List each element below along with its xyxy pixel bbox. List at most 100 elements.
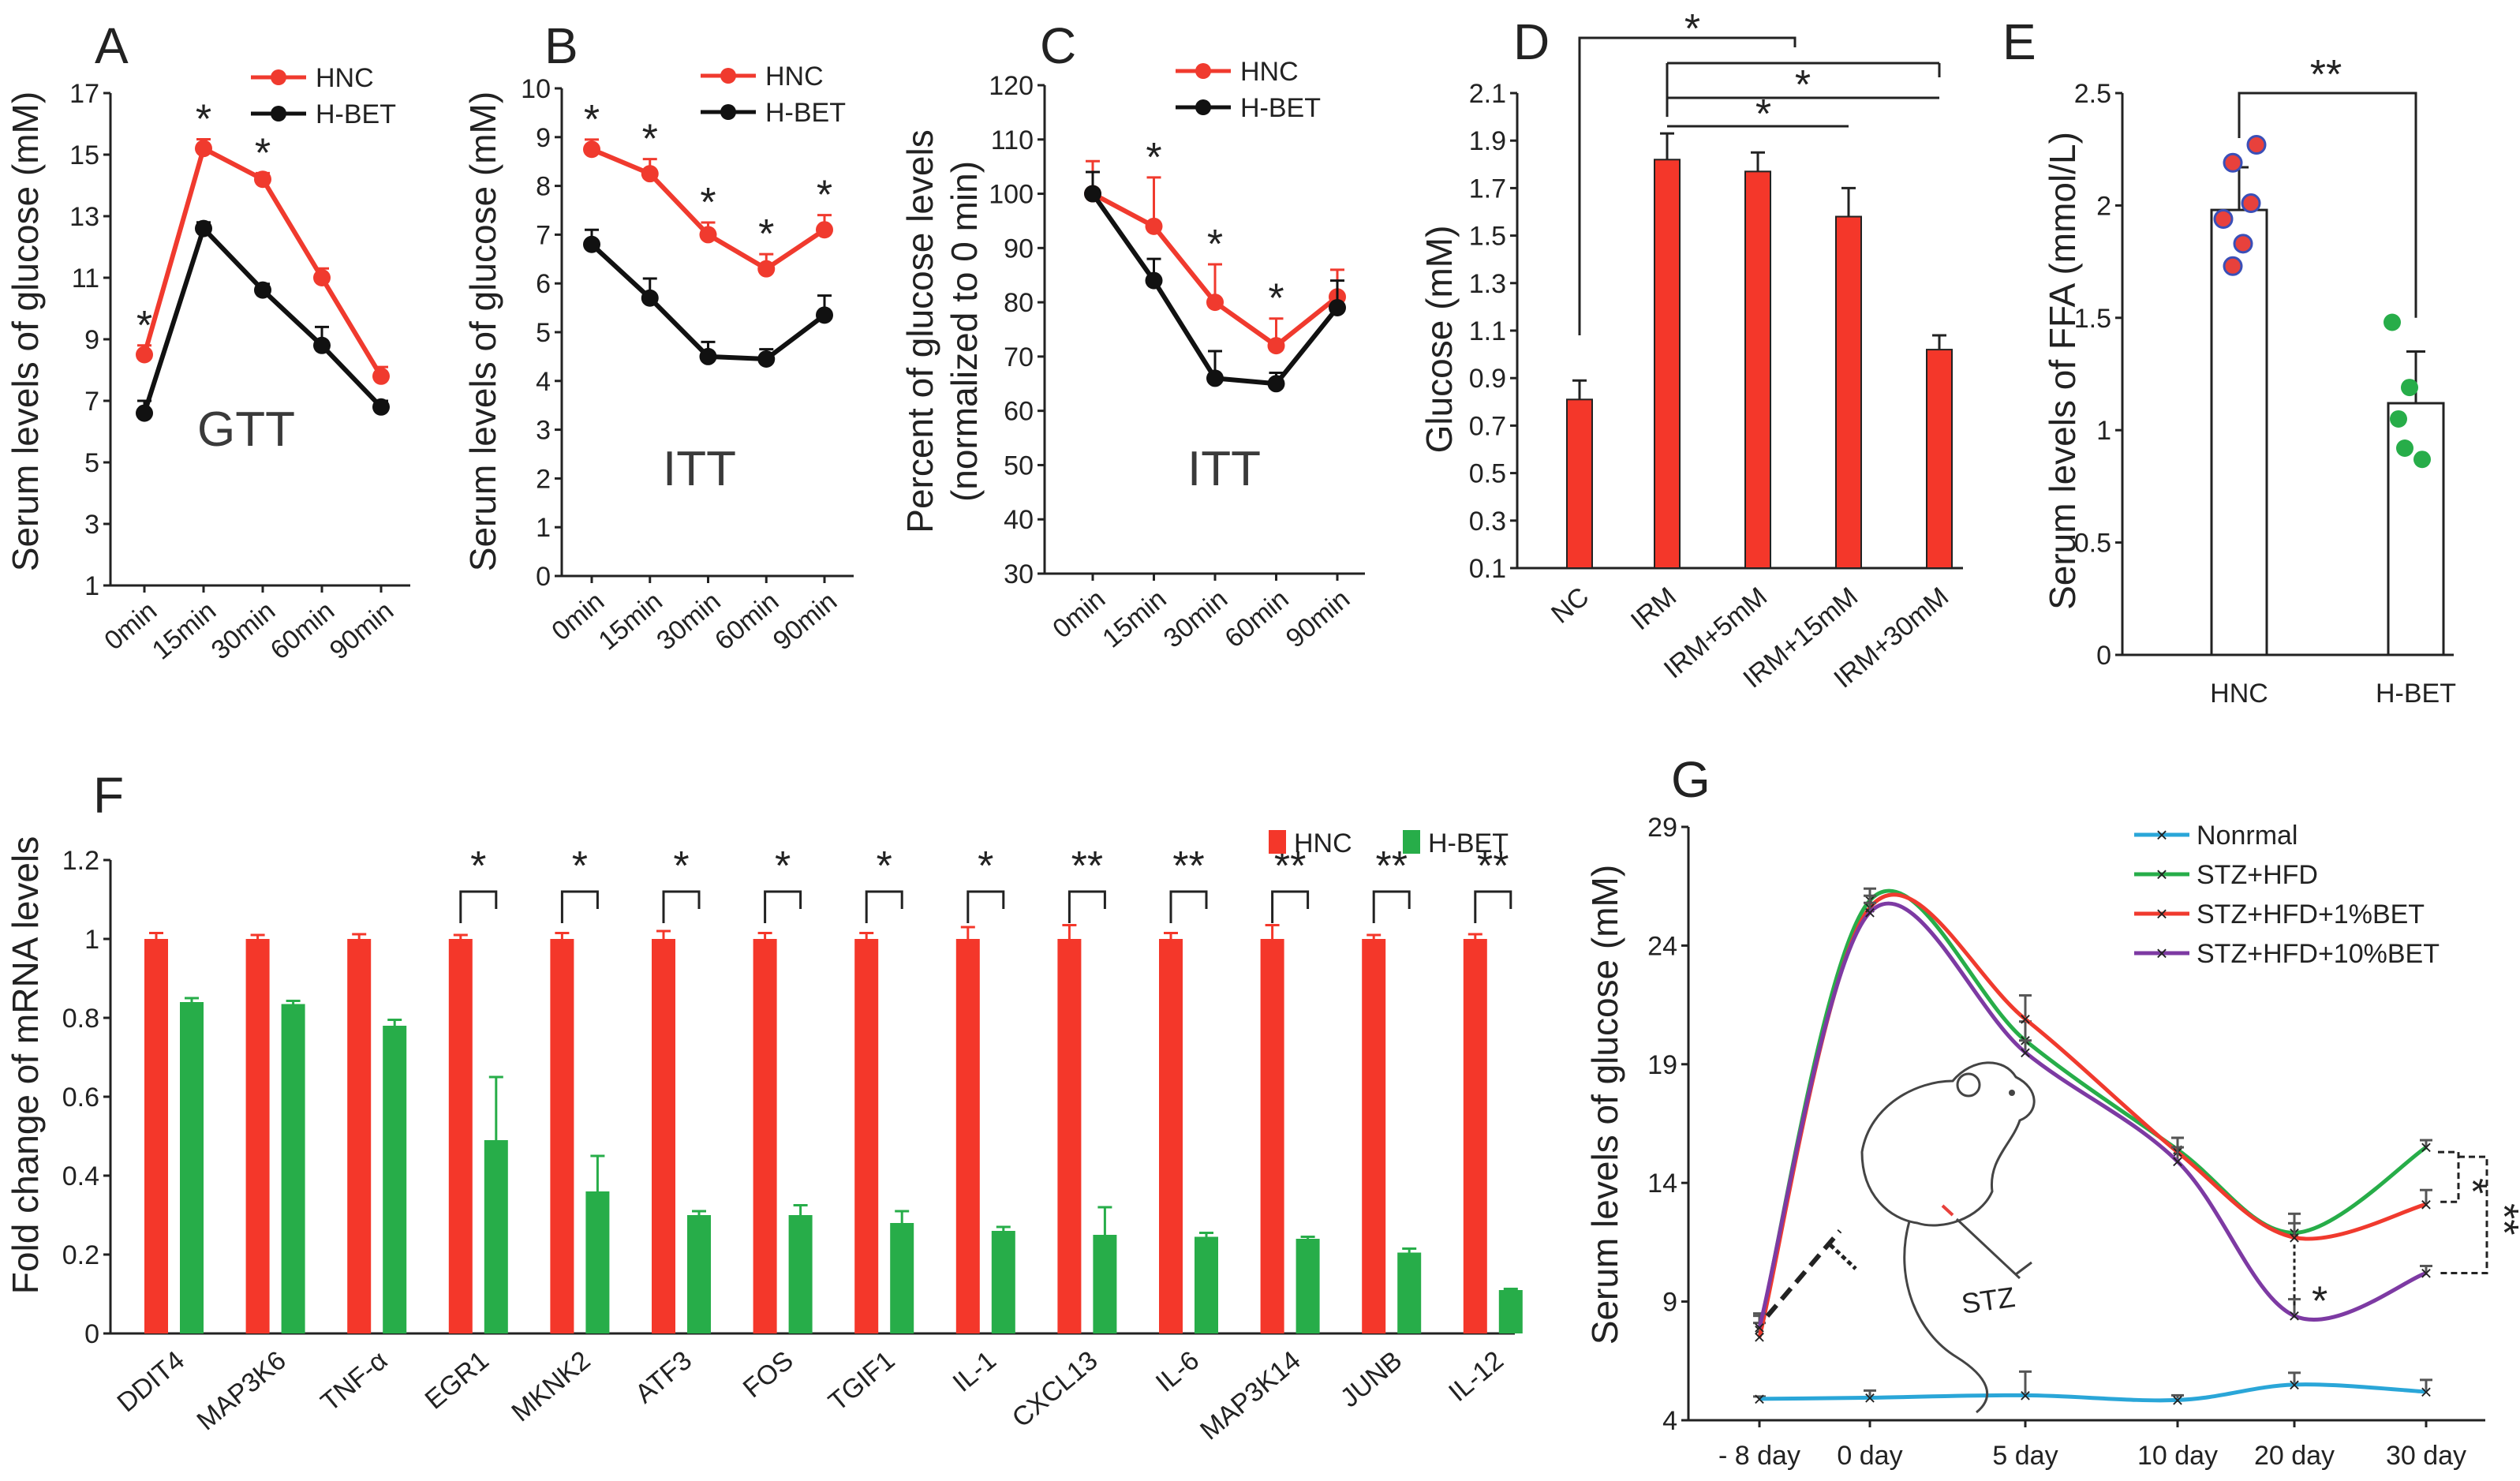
panel-f-significance-star: * xyxy=(572,843,588,889)
panel-f-legend-label: H-BET xyxy=(1428,828,1509,858)
panel-g-legend-marker: × xyxy=(2155,862,2167,886)
panel-c-y-axis-label-line1: Percent of glucose levels xyxy=(899,129,940,533)
panel-f-y-tick-label: 0 xyxy=(84,1319,99,1349)
panel-e-label: E xyxy=(2002,13,2036,70)
panel-c-y-tick-label: 80 xyxy=(1004,288,1034,318)
panel-f-bar-1 xyxy=(281,1004,305,1333)
panel-g-data-point: × xyxy=(2420,1135,2432,1159)
panel-e-data-point xyxy=(2384,313,2401,331)
panel-c-x-tick-label: 90min xyxy=(1281,584,1355,654)
panel-f-significance-star: ** xyxy=(1071,843,1103,889)
panel-b-data-point xyxy=(816,306,833,324)
panel-f-bracket xyxy=(662,890,701,923)
panel-c-x-tick-label: 30min xyxy=(1158,584,1233,654)
panel-f-bar-1 xyxy=(180,1002,204,1333)
pointer-dash-end xyxy=(1829,1244,1857,1270)
panel-f-bar-0 xyxy=(1260,939,1284,1333)
panel-a-y-tick-label: 17 xyxy=(69,79,99,109)
panel-c-y-tick-label: 100 xyxy=(989,180,1034,210)
panel-c-data-point xyxy=(1145,271,1163,290)
panel-b-data-point xyxy=(583,140,600,159)
panel-b-y-tick-label: 5 xyxy=(536,318,551,348)
panel-g-legend-marker: × xyxy=(2155,941,2167,965)
panel-c-significance-star: * xyxy=(1268,276,1284,322)
panel-a-data-point xyxy=(195,140,212,158)
panel-g-bracket-2 xyxy=(2438,1155,2488,1275)
panel-f-bar-0 xyxy=(1463,939,1487,1333)
panel-f-x-tick-label: IL-1 xyxy=(948,1345,1002,1398)
panel-f-bracket xyxy=(865,890,903,923)
panel-f-x-tick-label: JUNB xyxy=(1335,1345,1408,1413)
syringe-plunger xyxy=(2015,1261,2032,1276)
panel-f-bar-1 xyxy=(484,1140,508,1333)
panel-d-y-tick-label: 1.3 xyxy=(1469,269,1506,299)
panel-d-y-tick-label: 2.1 xyxy=(1469,79,1506,109)
panel-b-y-tick-label: 9 xyxy=(536,123,551,153)
mouse-body xyxy=(1860,1061,2036,1227)
panel-f-bracket xyxy=(966,890,1005,923)
panel-a-inner-label: GTT xyxy=(197,402,295,457)
panel-a-legend-marker xyxy=(271,106,286,122)
panel-g-y-tick-label: 14 xyxy=(1647,1169,1677,1199)
panel-a-legend-label: H-BET xyxy=(316,99,396,129)
panel-b-y-tick-label: 1 xyxy=(536,513,551,543)
panel-b-data-point xyxy=(699,226,717,244)
panel-e-data-point xyxy=(2246,135,2267,155)
panel-f-bar-1 xyxy=(1498,1290,1523,1333)
panel-f-bar-1 xyxy=(585,1191,610,1333)
panel-f-bar-1 xyxy=(1093,1235,1117,1333)
panel-f-x-tick-label: MAP3K14 xyxy=(1195,1345,1307,1446)
panel-e-x-tick-label: H-BET xyxy=(2376,679,2456,709)
panel-g-series-line-0 xyxy=(1759,1382,2427,1403)
panel-f-x-tick-label: FOS xyxy=(738,1345,799,1404)
panel-f-bar-0 xyxy=(753,939,777,1333)
panel-g-data-point: × xyxy=(2019,1383,2031,1407)
panel-a-x-tick-label: 30min xyxy=(206,596,281,666)
panel-e-y-tick-label: 1.5 xyxy=(2074,304,2111,334)
panel-b-y-axis-label: Serum levels of glucose (mM) xyxy=(462,92,503,571)
panel-a-y-tick-label: 9 xyxy=(84,325,99,355)
panel-a-legend-label: HNC xyxy=(316,63,374,93)
panel-f-bar-0 xyxy=(550,939,574,1333)
panel-e-bracket xyxy=(2238,92,2417,318)
panel-b-x-tick-label: 90min xyxy=(768,586,843,656)
panel-g-significance-star: ** xyxy=(2481,1203,2520,1235)
panel-f-bracket xyxy=(1271,890,1310,923)
panel-c-significance-star: * xyxy=(1146,135,1161,181)
panel-g-legend-label: STZ+HFD+10%BET xyxy=(2197,939,2440,969)
panel-f-significance-star: * xyxy=(877,843,892,889)
panel-e-y-tick-label: 2.5 xyxy=(2074,79,2111,109)
panel-g-data-point: × xyxy=(1753,1387,1765,1411)
panel-g-y-tick-label: 29 xyxy=(1647,813,1677,843)
panel-d-bar xyxy=(1654,159,1681,569)
panel-a-data-point xyxy=(195,219,212,237)
panel-b-label: B xyxy=(544,17,578,74)
panel-f-legend-swatch xyxy=(1403,830,1420,854)
panel-e-data-point xyxy=(2213,208,2234,229)
panel-g-x-tick-label: 5 day xyxy=(1992,1441,2058,1471)
panel-f-x-tick-label: MKNK2 xyxy=(506,1345,596,1427)
panel-a-data-point xyxy=(313,336,331,354)
panel-f-bar-0 xyxy=(1057,939,1082,1333)
panel-e-y-tick-label: 1 xyxy=(2096,416,2111,446)
panel-f-y-axis-label: Fold change of mRNA levels xyxy=(5,836,46,1294)
panel-f-y-tick-label: 1 xyxy=(84,925,99,955)
panel-d-x-tick-label: NC xyxy=(1546,582,1595,630)
panel-c-x-tick-label: 60min xyxy=(1219,584,1294,654)
panel-f-x-tick-label: CXCL13 xyxy=(1007,1345,1104,1434)
panel-g-glucose-time-course-chart: G Serum levels of glucose (mM) 4 9 14 19 24 2… xyxy=(1584,751,2520,1471)
panel-b-significance-star: * xyxy=(758,211,774,257)
panel-g-legend-marker: × xyxy=(2155,902,2167,926)
panel-f-bar-1 xyxy=(1296,1239,1320,1333)
panel-a-legend-marker xyxy=(271,69,286,85)
panel-b-x-tick-label: 30min xyxy=(651,586,726,656)
panel-g-series-line-3 xyxy=(1757,901,2427,1329)
panel-b-y-tick-label: 8 xyxy=(536,172,551,202)
syringe-barrel xyxy=(1955,1217,2021,1280)
panel-f-y-tick-label: 0.8 xyxy=(62,1004,99,1034)
panel-f-bracket xyxy=(764,890,802,923)
panel-d-y-tick-label: 0.7 xyxy=(1469,411,1506,441)
panel-e-bar xyxy=(2210,208,2268,656)
panel-g-legend-label: Nonrmal xyxy=(2197,821,2298,851)
